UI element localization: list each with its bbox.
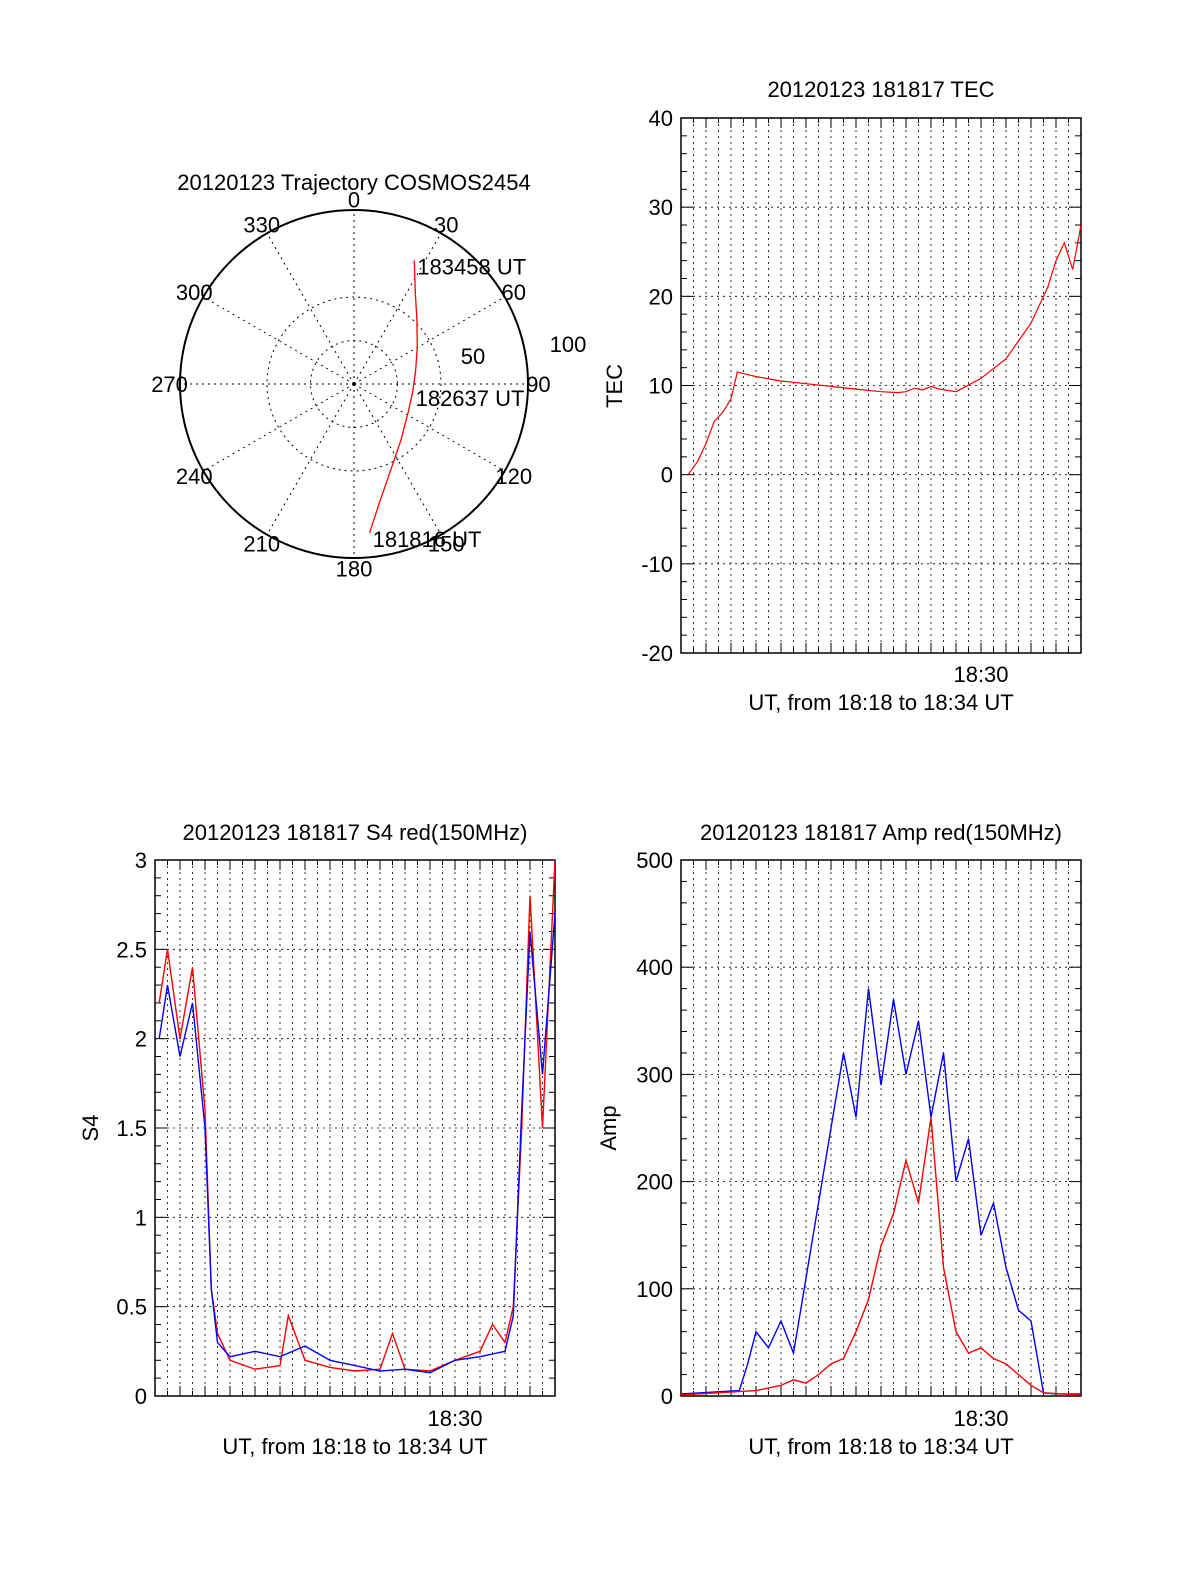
tec-series-red <box>687 224 1081 476</box>
amp-series-blue <box>681 988 1081 1395</box>
polar-spoke <box>353 383 442 535</box>
s4-series-blue <box>158 913 555 1374</box>
polar-radial-labels: 50 100 <box>461 332 587 369</box>
polar-angle-labels: 0 30 60 90 120 150 180 210 240 270 300 330 <box>151 188 550 582</box>
tec-y-tick-label: -10 <box>641 552 673 577</box>
trajectory-series <box>368 260 418 534</box>
s4-y-tick-label: 1.5 <box>116 1116 147 1141</box>
polar-angle-label: 180 <box>336 556 373 581</box>
s4-y-tick-label: 2.5 <box>116 937 147 962</box>
polar-spoke <box>266 383 355 535</box>
tec-y-tick-label: 40 <box>649 106 673 131</box>
polar-angle-label: 330 <box>243 212 280 237</box>
amp-y-tick-label: 400 <box>636 955 673 980</box>
polar-spoke <box>203 383 355 472</box>
amp-y-tick-label: 100 <box>636 1277 673 1302</box>
amp-grid <box>681 859 1081 1397</box>
amp-y-tick-label: 200 <box>636 1170 673 1195</box>
polar-angle-label: 210 <box>243 532 280 557</box>
s4-x-axis-label: UT, from 18:18 to 18:34 UT <box>222 1434 487 1459</box>
amp-y-axis-label: Amp <box>596 1105 621 1150</box>
s4-y-tick-label: 0.5 <box>116 1295 147 1320</box>
amp-y-tick-label: 300 <box>636 1062 673 1087</box>
s4-panel: 20120123 181817 S4 red(150MHz) 0 0.5 1 1.5 2… <box>78 820 556 1459</box>
polar-spoke <box>353 233 442 385</box>
amp-panel: 20120123 181817 Amp red(150MHz) 0 100 200 3… <box>596 820 1082 1459</box>
trajectory-mid-label: 182637 UT <box>416 386 525 411</box>
polar-grid <box>180 210 528 558</box>
amp-x-tick-label: 18:30 <box>953 1406 1008 1431</box>
s4-x-tick-label: 18:30 <box>427 1406 482 1431</box>
amp-series-red <box>681 1117 1081 1396</box>
s4-y-axis-label: S4 <box>78 1115 103 1142</box>
polar-angle-label: 150 <box>428 532 465 557</box>
trajectory-title: 20120123 Trajectory COSMOS2454 <box>177 170 530 195</box>
polar-angle-label: 300 <box>176 280 213 305</box>
s4-y-tick-label: 1 <box>135 1205 147 1230</box>
polar-angle-label: 0 <box>348 188 360 213</box>
s4-y-tick-label: 2 <box>135 1027 147 1052</box>
amp-y-ticks: 0 100 200 300 400 500 <box>636 848 673 1409</box>
polar-spoke <box>203 296 355 385</box>
polar-angle-label: 60 <box>501 280 525 305</box>
s4-y-ticks: 0 0.5 1 1.5 2 2.5 3 <box>116 848 147 1409</box>
tec-y-tick-label: 30 <box>649 195 673 220</box>
tec-x-tick-label: 18:30 <box>953 662 1008 687</box>
amp-y-tick-label: 0 <box>661 1384 673 1409</box>
tec-y-ticks: -20 -10 0 10 20 30 40 <box>641 106 673 666</box>
tec-grid <box>681 117 1081 654</box>
tec-y-tick-label: 20 <box>649 284 673 309</box>
tec-y-tick-label: 0 <box>661 463 673 488</box>
tec-x-axis-label: UT, from 18:18 to 18:34 UT <box>748 690 1013 715</box>
polar-spoke <box>353 296 505 385</box>
radial-tick-label: 50 <box>461 344 485 369</box>
s4-y-tick-label: 0 <box>135 1384 147 1409</box>
tec-plot-frame <box>680 117 1082 654</box>
tec-panel: 20120123 181817 TEC -20 -10 0 10 20 30 40 18:3… <box>602 77 1082 715</box>
polar-angle-label: 90 <box>526 372 550 397</box>
tec-y-tick-label: -20 <box>641 641 673 666</box>
polar-outer-circle <box>179 209 529 559</box>
trajectory-start-label: 181816 UT <box>373 527 482 552</box>
s4-grid <box>155 859 555 1397</box>
trajectory-end-label: 183458 UT <box>417 255 526 280</box>
tec-y-tick-label: 10 <box>649 374 673 399</box>
polar-angle-label: 270 <box>151 372 188 397</box>
amp-x-axis-label: UT, from 18:18 to 18:34 UT <box>748 1434 1013 1459</box>
s4-series-layer <box>158 860 555 1374</box>
polar-spoke <box>353 383 505 472</box>
amp-series-layer <box>681 988 1081 1396</box>
amp-y-tick-label: 500 <box>636 848 673 873</box>
s4-title: 20120123 181817 S4 red(150MHz) <box>183 820 528 845</box>
amp-plot-frame <box>680 859 1082 1397</box>
polar-angle-label: 120 <box>495 464 532 489</box>
amp-title: 20120123 181817 Amp red(150MHz) <box>700 820 1062 845</box>
polar-angle-label: 240 <box>176 464 213 489</box>
tec-y-axis-label: TEC <box>602 364 627 408</box>
tec-series-layer <box>687 224 1081 476</box>
polar-spoke <box>266 233 355 385</box>
tec-title: 20120123 181817 TEC <box>767 77 994 102</box>
s4-plot-frame <box>154 859 556 1397</box>
polar-angle-label: 30 <box>434 212 458 237</box>
s4-y-tick-label: 3 <box>135 848 147 873</box>
s4-series-red <box>158 860 555 1372</box>
trajectory-panel: 20120123 Trajectory COSMOS2454 0 30 60 90 12… <box>151 170 586 581</box>
radial-tick-label: 100 <box>550 332 587 357</box>
polar-ring-50 <box>266 296 442 472</box>
